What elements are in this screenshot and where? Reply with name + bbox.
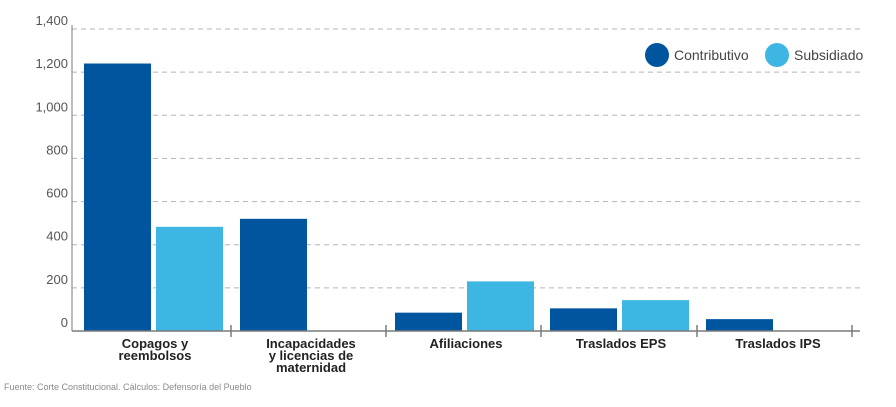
y-tick-label: 1,200	[35, 56, 68, 71]
category-label: Incapacidades y licencias de maternidad	[266, 336, 356, 375]
category-label: Copagos y reembolsos	[119, 336, 192, 363]
bar-subsidiado-2	[467, 281, 534, 331]
bar-contributivo-2	[395, 312, 462, 331]
y-tick-label: 600	[46, 186, 68, 201]
bar-contributivo-4	[706, 319, 773, 331]
bar-subsidiado-3	[622, 300, 689, 331]
y-tick-label: 200	[46, 272, 68, 287]
bar-contributivo-1	[240, 218, 307, 331]
y-tick-label: 1,000	[35, 99, 68, 114]
category-label: Traslados EPS	[576, 336, 667, 351]
bars	[84, 63, 773, 332]
y-axis: 0 200 400 600 800 1,000 1,200 1,400	[35, 13, 73, 331]
y-tick-label: 800	[46, 142, 68, 157]
category-label: Afiliaciones	[430, 336, 503, 351]
legend-label-contributivo: Contributivo	[674, 47, 749, 63]
legend: Contributivo Subsidiado	[645, 43, 863, 67]
y-tick-label: 0	[61, 315, 68, 330]
legend-swatch-subsidiado	[765, 43, 789, 67]
bar-contributivo-3	[550, 308, 617, 331]
y-tick-label: 1,400	[35, 13, 68, 28]
source-note: Fuente: Corte Constitucional. Cálculos: …	[4, 382, 252, 392]
legend-swatch-contributivo	[645, 43, 669, 67]
bar-subsidiado-0	[156, 226, 223, 331]
y-tick-label: 400	[46, 229, 68, 244]
legend-label-subsidiado: Subsidiado	[794, 47, 863, 63]
x-axis: Copagos y reembolsos Incapacidades y licenc…	[72, 325, 860, 375]
bar-contributivo-0	[84, 63, 151, 332]
category-label: Traslados IPS	[735, 336, 821, 351]
